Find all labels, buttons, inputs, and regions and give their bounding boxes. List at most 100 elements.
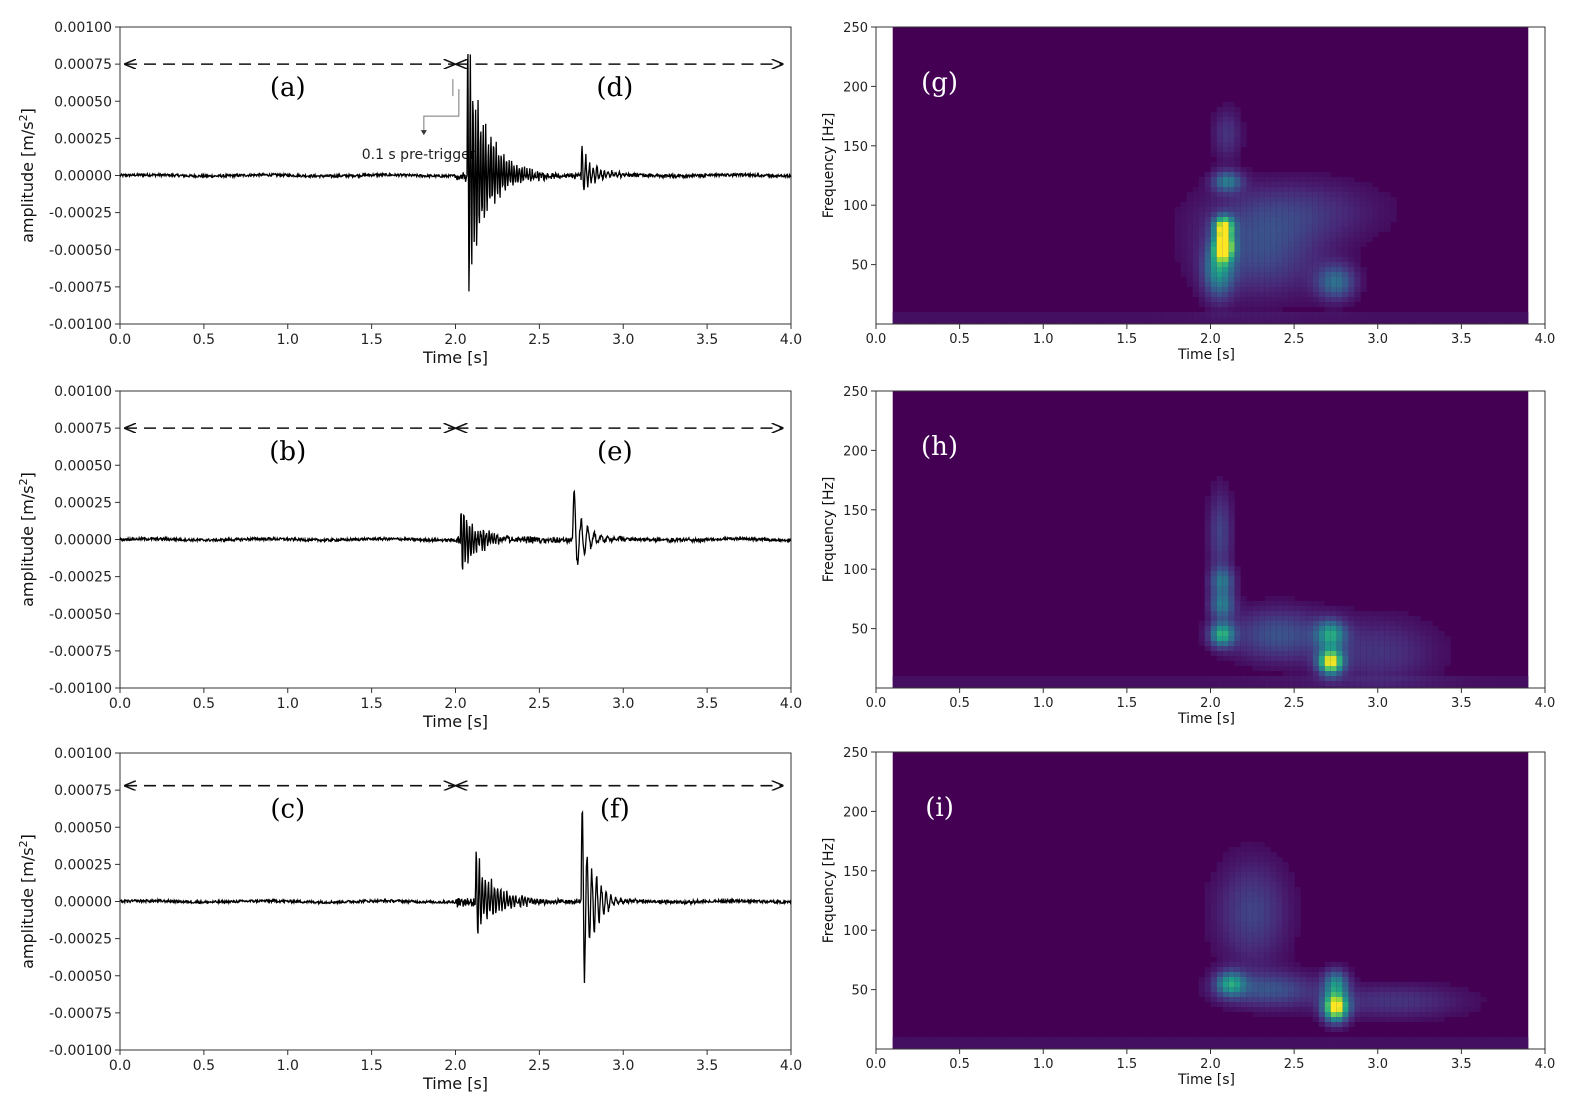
spectrogram-cell — [1216, 606, 1223, 611]
spectrogram-cell — [1216, 937, 1223, 942]
spectrogram-cell — [1438, 312, 1445, 317]
spectrogram-cell — [1252, 242, 1259, 247]
spectrogram-cell — [1198, 277, 1205, 282]
spectrogram-cell — [1240, 942, 1247, 947]
spectrogram-cell — [1204, 511, 1211, 516]
spectrogram-cell — [1300, 207, 1307, 212]
spectrogram-cell — [1504, 681, 1511, 686]
spectrogram-cell — [1366, 202, 1373, 207]
spectrogram-cell — [1240, 262, 1247, 267]
spectrogram-cell — [1318, 656, 1325, 661]
spectrogram-cell — [1264, 257, 1271, 262]
spectrogram-cell — [1336, 197, 1343, 202]
spectrogram-cell — [976, 681, 983, 686]
spectrogram-cell — [1408, 621, 1415, 626]
spectrogram-cell — [1384, 661, 1391, 666]
spectrogram-cell — [1156, 676, 1163, 681]
spectrogram-cell — [1000, 681, 1007, 686]
spectrogram-cell — [1312, 671, 1319, 676]
spectrogram-cell — [1336, 1022, 1343, 1027]
spectrogram-cell — [1228, 262, 1235, 267]
spectrogram-cell — [1222, 212, 1229, 217]
spectrogram-cell — [988, 322, 995, 324]
spectrogram-cell — [1198, 992, 1205, 997]
spectrogram-cell — [1330, 962, 1337, 967]
spectrogram-cell — [1012, 686, 1019, 688]
x-tick-label: 3.0 — [612, 332, 634, 348]
spectrogram-cell — [1204, 272, 1211, 277]
spectrogram-cell — [1240, 297, 1247, 302]
spectrogram-cell — [1300, 172, 1307, 177]
spectrogram-cell — [1270, 322, 1277, 324]
spectrogram-cell — [1330, 237, 1337, 242]
spectrogram-cell — [1252, 197, 1259, 202]
spectrogram-cell — [1078, 312, 1085, 317]
spectrogram-cell — [1432, 1007, 1439, 1012]
spectrogram-cell — [1348, 611, 1355, 616]
spectrogram-cell — [1306, 252, 1313, 257]
spectrogram-cell — [1222, 267, 1229, 272]
spectrogram-cell — [1204, 556, 1211, 561]
spectrogram-cell — [1186, 252, 1193, 257]
spectrogram-cell — [1234, 1007, 1241, 1012]
x-tick-label: 2.5 — [1284, 696, 1305, 711]
spectrogram-cell — [1210, 496, 1217, 501]
spectrogram-cell — [1168, 686, 1175, 688]
spectrogram-cell — [1372, 1017, 1379, 1022]
spectrogram-cell — [1288, 247, 1295, 252]
spectrogram-cell — [1228, 516, 1235, 521]
spectrogram-cell — [1258, 197, 1265, 202]
spectrogram-cell — [1084, 317, 1091, 322]
spectrogram-cell — [1498, 686, 1505, 688]
spectrogram-cell — [1276, 676, 1283, 681]
spectrogram-cell — [1282, 192, 1289, 197]
spectrogram-cell — [1318, 1012, 1325, 1017]
spectrogram-cell — [1426, 1047, 1433, 1049]
spectrogram-cell — [1198, 302, 1205, 307]
spectrogram-cell — [1330, 656, 1337, 661]
spectrogram-cell — [1276, 606, 1283, 611]
spectrogram-cell — [1372, 312, 1379, 317]
spectrogram-cell — [1360, 656, 1367, 661]
spectrogram-cell — [1030, 317, 1037, 322]
spectrogram-cell — [1252, 902, 1259, 907]
spectrogram-cell — [1090, 681, 1097, 686]
spectrogram-cell — [1348, 317, 1355, 322]
spectrogram-cell — [1426, 681, 1433, 686]
spectrogram-cell — [1216, 292, 1223, 297]
spectrogram-cell — [1222, 516, 1229, 521]
spectrogram-cell — [1204, 561, 1211, 566]
spectrogram-cell — [1132, 1042, 1139, 1047]
spectrogram-cell — [1348, 1037, 1355, 1042]
spectrogram-cell — [1234, 912, 1241, 917]
spectrogram-cell — [1336, 232, 1343, 237]
spectrogram-cell — [1228, 571, 1235, 576]
spectrogram-cell — [1348, 646, 1355, 651]
spectrogram-cell — [1432, 1047, 1439, 1049]
spectrogram-cell — [1504, 676, 1511, 681]
spectrogram-cell — [1438, 1012, 1445, 1017]
spectrogram-cell — [1192, 217, 1199, 222]
spectrogram-cell — [1414, 666, 1421, 671]
spectrogram-cell — [1438, 681, 1445, 686]
spectrogram-cell — [1390, 1017, 1397, 1022]
spectrogram-cell — [1018, 312, 1025, 317]
spectrogram-cell — [1378, 1042, 1385, 1047]
y-tick-label: 50 — [851, 259, 868, 274]
spectrogram-cell — [1240, 917, 1247, 922]
spectrogram-cell — [1282, 292, 1289, 297]
spectrogram-cell — [1246, 222, 1253, 227]
spectrogram-cell — [1228, 591, 1235, 596]
spectrogram-cell — [1510, 312, 1517, 317]
spectrogram-cell — [994, 317, 1001, 322]
spectrogram-cell — [1204, 282, 1211, 287]
spectrogram-cell — [1240, 857, 1247, 862]
spectrogram-cell — [1138, 681, 1145, 686]
spectrogram-cell — [1420, 651, 1427, 656]
spectrogram-cell — [1336, 227, 1343, 232]
spectrogram-cell — [1222, 947, 1229, 952]
spectrogram-cell — [1312, 681, 1319, 686]
spectrogram-cell — [1216, 506, 1223, 511]
spectrogram-cell — [1366, 1002, 1373, 1007]
spectrogram-cell — [1294, 1002, 1301, 1007]
